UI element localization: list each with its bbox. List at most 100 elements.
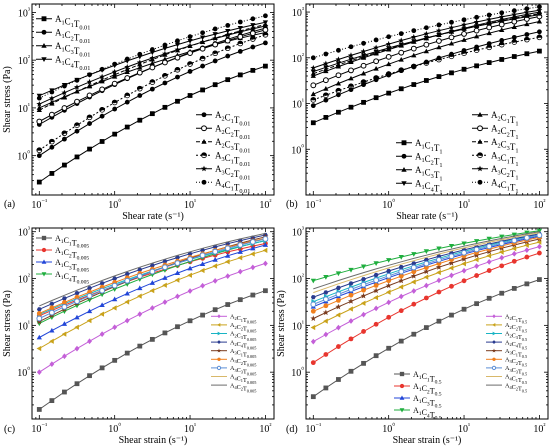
data-point xyxy=(361,311,366,318)
data-point xyxy=(486,30,492,36)
legend-entry: A1C2T0.5 xyxy=(413,382,442,398)
data-point xyxy=(436,246,442,252)
data-point xyxy=(137,51,143,57)
data-point xyxy=(149,64,156,71)
data-point xyxy=(225,77,231,83)
data-point xyxy=(212,248,219,255)
data-point xyxy=(499,10,505,16)
data-point xyxy=(436,289,442,295)
data-point xyxy=(373,44,380,51)
data-point xyxy=(262,236,269,242)
series-A1C1T0.005 xyxy=(36,288,268,412)
data-point xyxy=(49,305,55,311)
legend-entry: A1C4T0.005 xyxy=(55,270,89,286)
data-point xyxy=(250,251,255,257)
data-point xyxy=(62,83,67,89)
legend-entry: A3C2T0.005 xyxy=(230,356,256,367)
data-point xyxy=(175,293,180,300)
data-point xyxy=(49,338,54,344)
data-point xyxy=(310,301,317,308)
data-point xyxy=(348,104,354,110)
legend-entry: A3C1T0.5 xyxy=(505,348,527,359)
y-tick-label: 10³ xyxy=(18,226,30,239)
data-point xyxy=(523,234,530,241)
data-point xyxy=(310,278,316,284)
legend-marker xyxy=(492,314,496,319)
data-point xyxy=(436,269,441,276)
data-point xyxy=(348,318,354,324)
data-point xyxy=(111,68,118,75)
data-point xyxy=(473,257,479,263)
legend-marker xyxy=(217,314,221,319)
data-point xyxy=(410,34,417,40)
legend-marker xyxy=(217,357,221,361)
data-point xyxy=(398,42,404,48)
data-point xyxy=(249,30,256,37)
x-tick-label: 10⁻¹ xyxy=(31,198,47,211)
data-point xyxy=(335,291,342,298)
data-point xyxy=(448,253,455,260)
panel-letter: (d) xyxy=(286,424,298,435)
data-point xyxy=(448,40,455,46)
data-point xyxy=(36,118,43,125)
data-point xyxy=(124,350,130,356)
data-point xyxy=(536,239,542,245)
data-point xyxy=(237,297,243,303)
data-point xyxy=(461,17,467,23)
x-tick-label: 10⁰ xyxy=(108,198,121,211)
data-point xyxy=(498,249,504,255)
data-point xyxy=(74,88,80,94)
data-point xyxy=(511,258,517,264)
data-point xyxy=(423,41,430,48)
data-point xyxy=(175,324,180,330)
data-point xyxy=(212,257,218,262)
data-point xyxy=(310,55,316,61)
data-point xyxy=(310,394,316,400)
data-point xyxy=(398,49,405,56)
data-point xyxy=(524,6,530,12)
y-tick-label: 10¹ xyxy=(18,102,30,115)
legend-marker xyxy=(401,181,407,187)
data-point xyxy=(348,267,354,273)
data-point xyxy=(250,67,256,73)
data-point xyxy=(423,260,430,267)
data-point xyxy=(112,106,118,112)
data-point xyxy=(262,247,268,253)
legend-entry: A2C2T1 xyxy=(491,123,518,141)
legend-marker xyxy=(401,140,407,146)
data-point xyxy=(499,38,505,43)
data-point xyxy=(124,99,130,105)
x-tick-label: 10² xyxy=(533,198,545,211)
data-point xyxy=(360,53,367,59)
data-point xyxy=(99,281,105,286)
data-point xyxy=(323,385,329,391)
data-point xyxy=(423,249,429,254)
data-point xyxy=(162,299,168,305)
legend-marker xyxy=(401,166,407,172)
legend-entry: A2C2T0.5 xyxy=(505,322,527,333)
data-point xyxy=(524,281,530,287)
data-point xyxy=(411,28,417,34)
data-point xyxy=(398,31,404,37)
legend-marker xyxy=(476,165,484,172)
data-point xyxy=(187,256,193,263)
data-point xyxy=(524,13,530,18)
data-point xyxy=(174,260,181,266)
data-point xyxy=(175,38,180,44)
data-point xyxy=(373,37,379,43)
legend-entry: A4C1T0.005 xyxy=(230,374,256,385)
data-point xyxy=(486,236,492,242)
data-point xyxy=(99,311,105,317)
data-point xyxy=(449,283,454,289)
data-point xyxy=(263,13,268,19)
data-point xyxy=(511,15,517,21)
data-point xyxy=(336,285,341,290)
data-point xyxy=(149,111,155,117)
data-point xyxy=(112,61,118,67)
data-point xyxy=(137,285,143,291)
data-point xyxy=(174,54,181,61)
series-A2C2T0.01 xyxy=(36,27,269,125)
legend-entry: A3C3T0.5 xyxy=(505,365,527,376)
data-point xyxy=(212,307,218,313)
data-point xyxy=(111,305,117,311)
